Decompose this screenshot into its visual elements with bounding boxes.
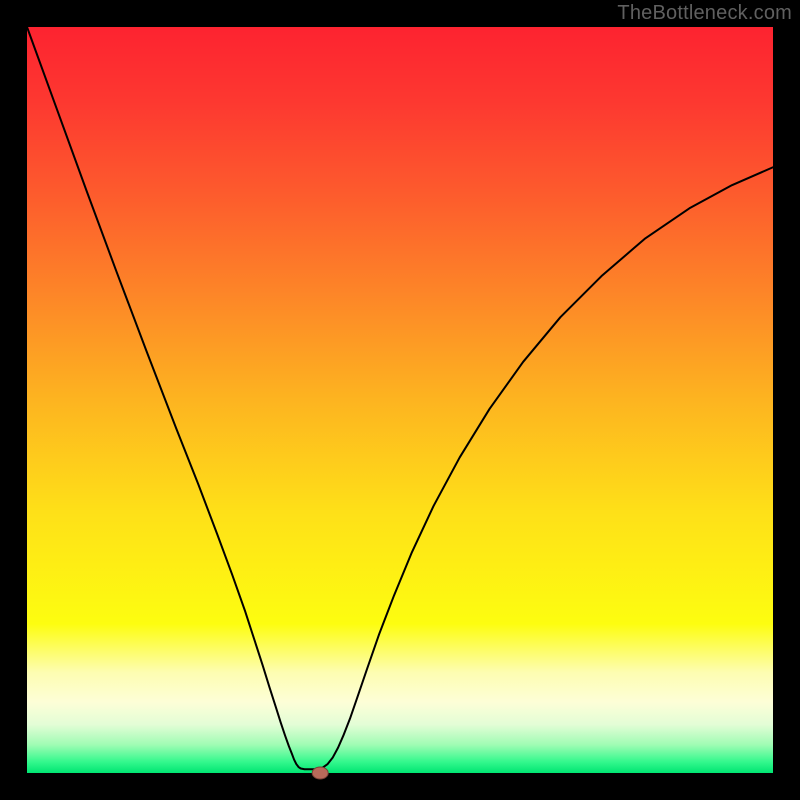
bottleneck-chart — [0, 0, 800, 800]
chart-frame: TheBottleneck.com — [0, 0, 800, 800]
plot-background — [27, 27, 773, 773]
watermark-text: TheBottleneck.com — [617, 2, 792, 25]
optimum-marker — [312, 767, 328, 779]
